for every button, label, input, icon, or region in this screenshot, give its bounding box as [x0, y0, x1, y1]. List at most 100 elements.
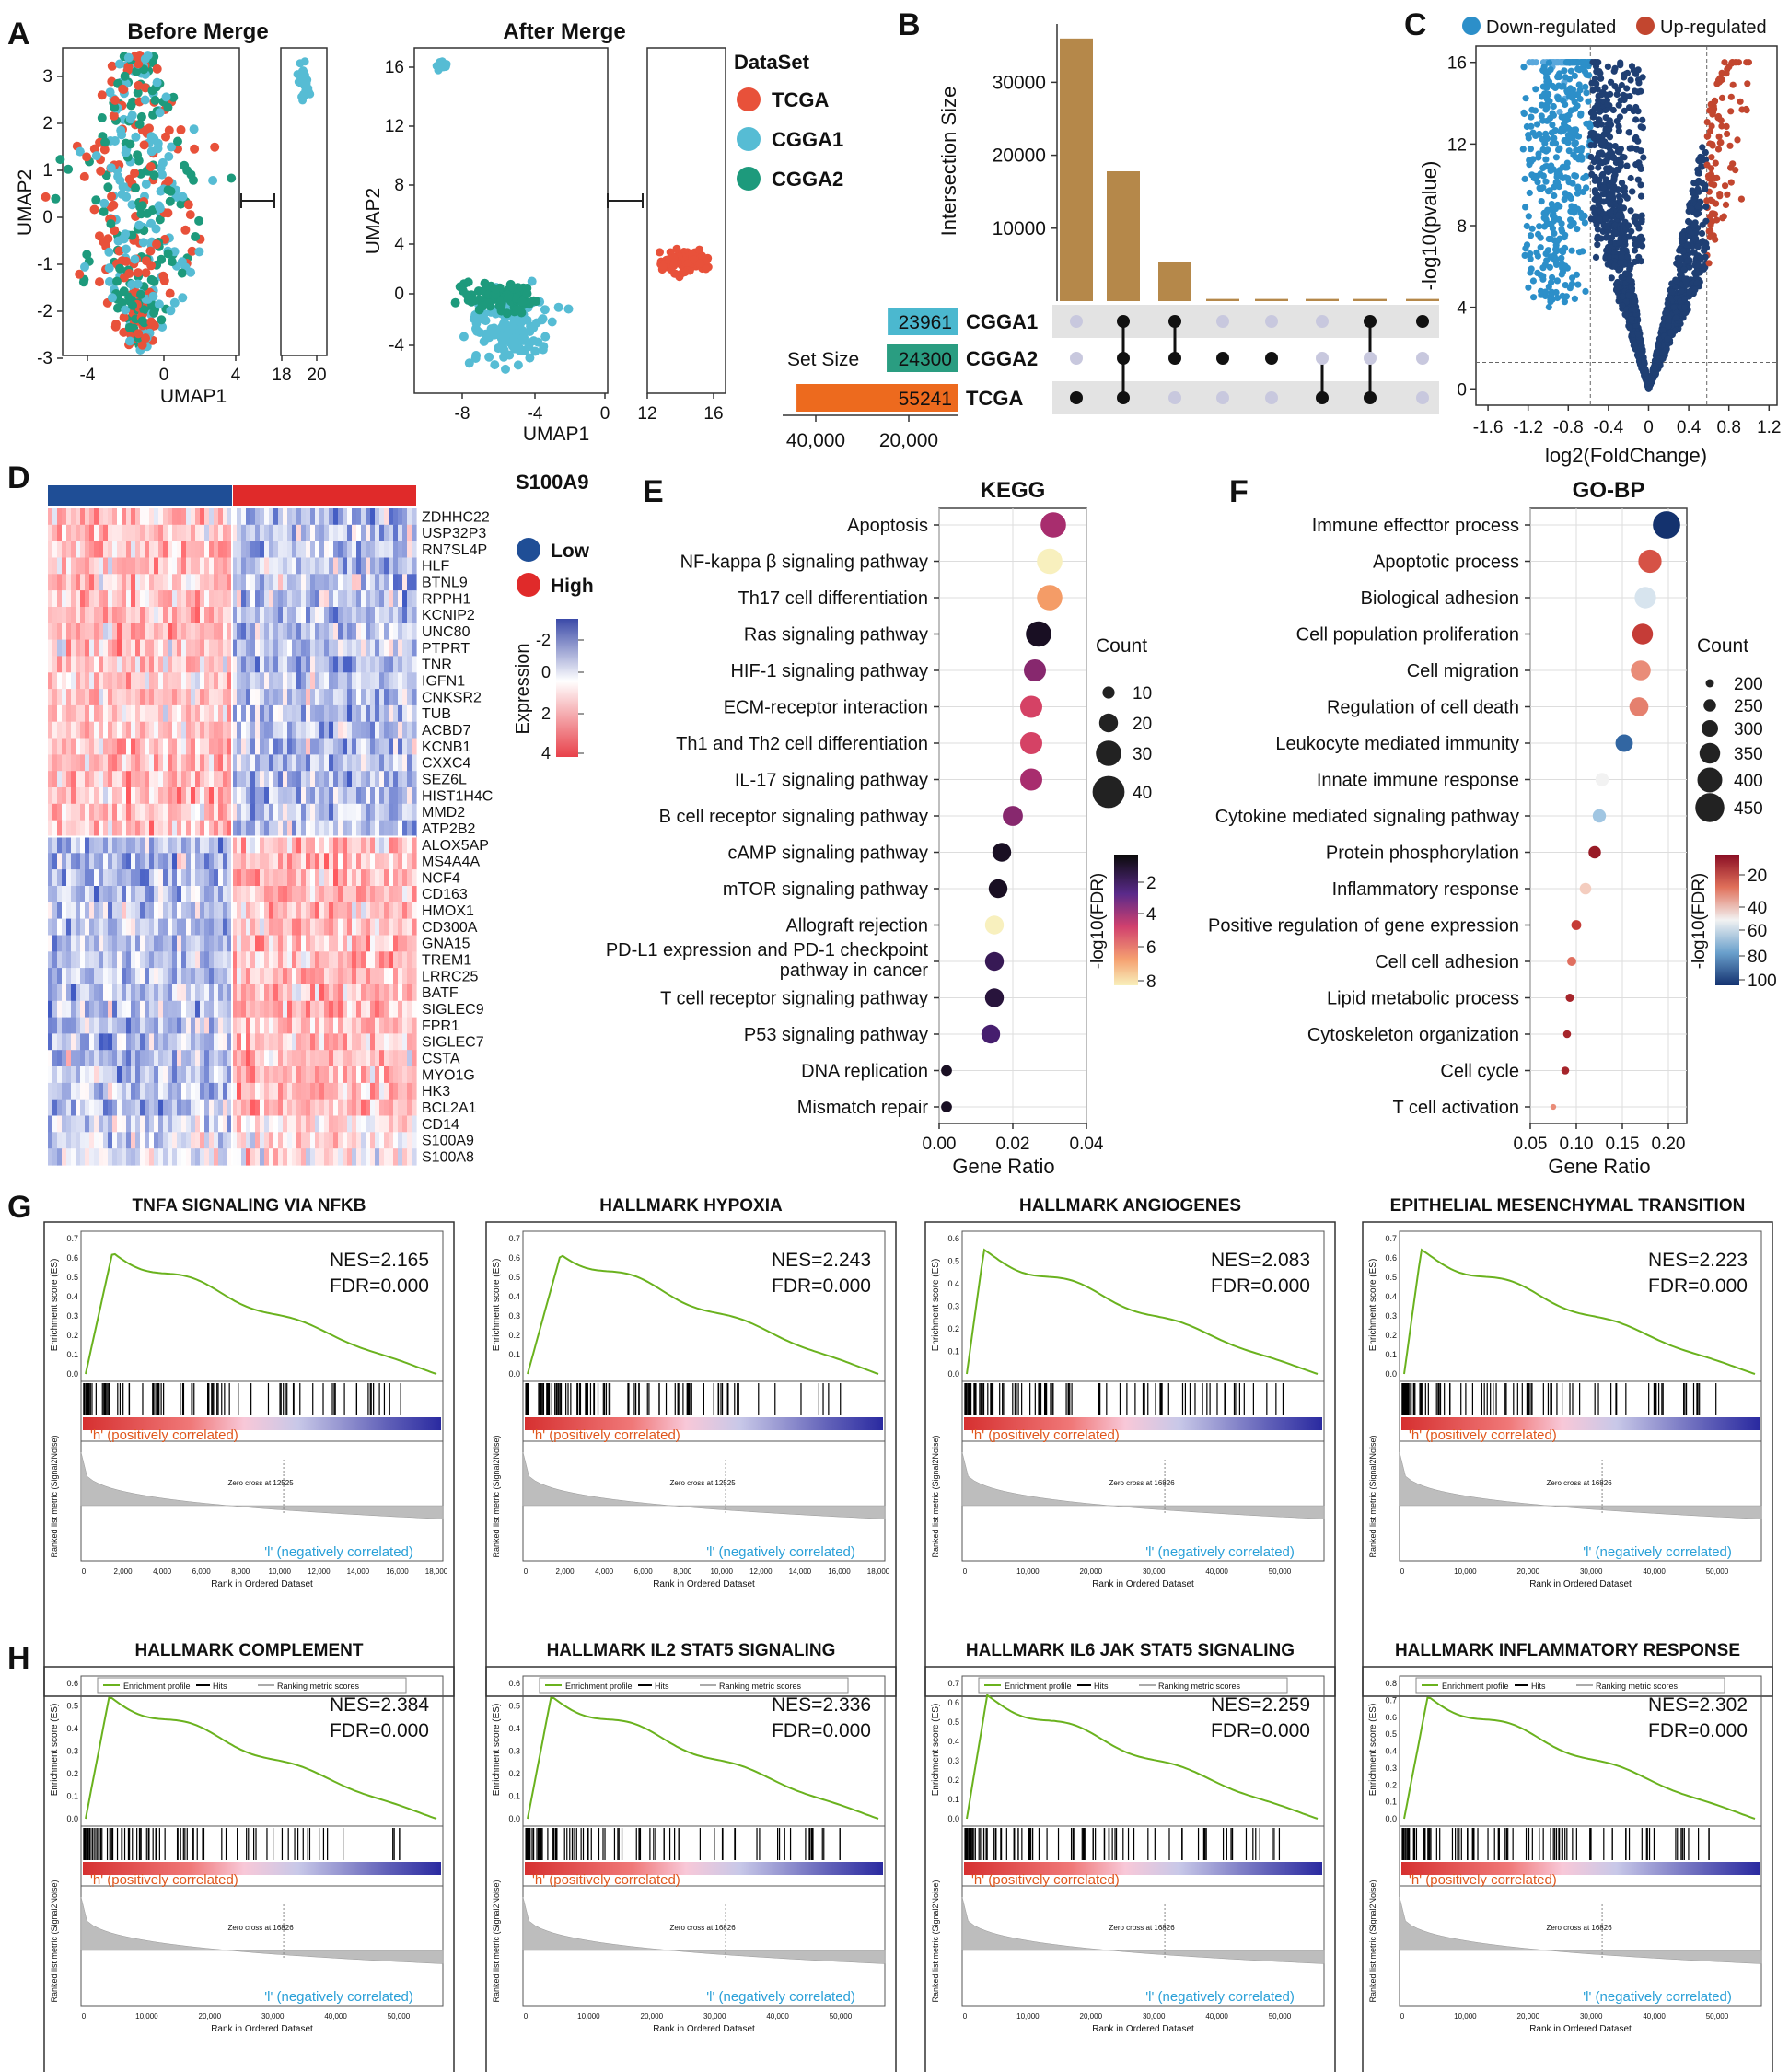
heatmap-cell [347, 836, 353, 854]
heatmap-cell [99, 557, 104, 575]
tick-label: 0 [1644, 418, 1654, 437]
heatmap-cell [48, 869, 53, 887]
heatmap-cell [85, 787, 90, 805]
heatmap-cell [214, 771, 219, 788]
heatmap-cell [384, 672, 389, 690]
heatmap-cell [407, 886, 412, 903]
heatmap-cell [232, 771, 238, 788]
heatmap-cell [223, 508, 228, 526]
heatmap-cell [338, 639, 343, 657]
heatmap-cell [278, 886, 284, 903]
heatmap-cell [370, 853, 376, 870]
heatmap-cell [112, 689, 118, 706]
heatmap-cell [287, 639, 293, 657]
heatmap-cell [48, 704, 53, 723]
heatmap-cell [158, 574, 164, 591]
heatmap-cell [361, 886, 366, 903]
heatmap-cell [163, 721, 168, 739]
heatmap-cell [163, 754, 168, 772]
heatmap-cell [76, 607, 81, 624]
heatmap-cell [347, 803, 353, 821]
heatmap-cell [343, 672, 348, 690]
heatmap-cell [172, 704, 178, 723]
data-point [1609, 178, 1617, 185]
heatmap-cell [352, 689, 357, 706]
heatmap-cell [191, 886, 196, 903]
heatmap-cell [214, 902, 219, 920]
heatmap-cell [57, 754, 63, 772]
data-point [1634, 66, 1642, 74]
heatmap-cell [145, 803, 150, 821]
heatmap-cell [218, 853, 224, 870]
heatmap-cell [181, 574, 187, 591]
heatmap-cell [214, 524, 219, 542]
heatmap-cell [283, 754, 288, 772]
heatmap-cell [94, 771, 99, 788]
heatmap-cell [195, 836, 201, 854]
heatmap-cell [407, 869, 412, 887]
heatmap-cell [384, 721, 389, 739]
heatmap-cell [227, 771, 233, 788]
heatmap-cell [352, 836, 357, 854]
heatmap-cell [145, 820, 150, 838]
data-point [227, 173, 237, 183]
data-point [1558, 248, 1565, 255]
heatmap-cell [260, 918, 265, 936]
heatmap-cell [204, 754, 210, 772]
heatmap-cell [76, 869, 81, 887]
heatmap-cell [108, 902, 113, 920]
heatmap-cell [296, 672, 302, 690]
intersection-bar [1306, 298, 1339, 301]
data-point [1606, 253, 1614, 262]
heatmap-cell [241, 623, 247, 641]
heatmap-cell [154, 836, 159, 854]
legend-label: Up-regulated [1660, 17, 1767, 38]
heatmap-cell [80, 803, 86, 821]
heatmap-cell [352, 639, 357, 657]
heatmap-cell [255, 607, 261, 624]
heatmap-cell [389, 771, 394, 788]
data-point [517, 297, 528, 307]
heatmap-cell [99, 574, 104, 591]
heatmap-cell [366, 574, 371, 591]
heatmap-cell [260, 639, 265, 657]
heatmap-cell [287, 869, 293, 887]
heatmap-cell [283, 656, 288, 673]
data-point [141, 180, 151, 189]
heatmap-cell [108, 738, 113, 755]
data-point [155, 108, 165, 118]
data-point [695, 259, 704, 268]
heatmap-cell [191, 557, 196, 575]
heatmap-cell [135, 557, 141, 575]
heatmap-cell [154, 672, 159, 690]
heatmap-cell [149, 721, 155, 739]
heatmap-cell [269, 656, 274, 673]
heatmap-cell [296, 820, 302, 838]
heatmap-cell [48, 918, 53, 936]
heatmap-cell [347, 902, 353, 920]
heatmap-cell [412, 607, 417, 624]
heatmap-cell [48, 590, 53, 608]
heatmap-cell [356, 886, 362, 903]
heatmap-cell [250, 574, 256, 591]
heatmap-cell [315, 704, 320, 723]
heatmap-cell [361, 754, 366, 772]
heatmap-cell [384, 820, 389, 838]
heatmap-cell [375, 656, 380, 673]
heatmap-cell [343, 754, 348, 772]
data-point [1616, 156, 1623, 163]
data-point [130, 254, 140, 264]
heatmap-cell [112, 639, 118, 657]
data-point [1717, 117, 1725, 124]
heatmap-cell [329, 524, 334, 542]
heatmap-cell [333, 754, 339, 772]
heatmap-cell [241, 869, 247, 887]
heatmap-cell [412, 886, 417, 903]
data-point [472, 326, 482, 336]
heatmap-cell [204, 771, 210, 788]
data-point [1553, 170, 1561, 178]
heatmap-cell [366, 853, 371, 870]
heatmap-cell [154, 574, 159, 591]
heatmap-cell [158, 672, 164, 690]
heatmap-cell [158, 754, 164, 772]
